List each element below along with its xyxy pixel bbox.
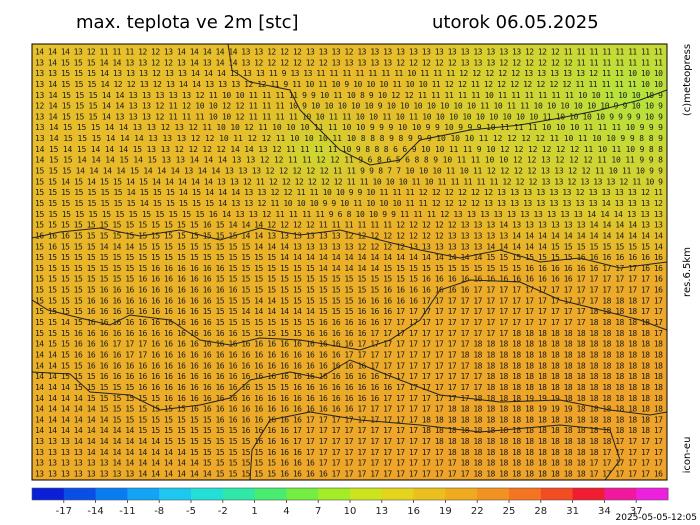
border-line	[32, 279, 667, 351]
border-line	[32, 359, 667, 416]
grid-row: 14 14 14 14 14 14 15 15 15 15 15 15 15 1…	[35, 415, 663, 424]
grid-row: 14 14 15 16 16 16 16 17 17 16 16 16 16 1…	[35, 350, 663, 359]
colorbar-segment	[95, 488, 128, 500]
colorbar-segment	[381, 488, 415, 500]
grid-row: 13 14 15 15 15 14 12 12 13 12 13 14 14 1…	[35, 80, 663, 89]
grid-row: 14 14 15 15 16 16 16 16 16 16 16 16 16 1…	[35, 361, 663, 370]
map-frame	[31, 43, 668, 481]
colorbar-segment	[127, 488, 160, 500]
colorbar-tick-label: 28	[534, 506, 547, 517]
colorbar-segment	[445, 488, 478, 500]
colorbar-tick-label: 1	[251, 506, 257, 517]
colorbar-segment	[572, 488, 605, 500]
grid-row: 15 15 15 15 15 15 15 15 15 15 15 15 15 1…	[35, 210, 663, 219]
grid-row: 15 15 15 15 16 16 16 16 16 16 16 16 16 1…	[35, 296, 663, 305]
grid-row: 14 14 14 15 15 15 15 15 16 16 16 16 16 1…	[35, 383, 663, 392]
grid-row: 15 15 15 15 15 15 15 15 15 15 15 15 15 1…	[35, 221, 663, 230]
map-date: utorok 06.05.2025	[432, 12, 599, 33]
grid-row: 13 13 13 13 14 14 14 14 14 14 14 14 15 1…	[35, 448, 663, 457]
map-title: max. teplota ve 2m [stc]	[76, 12, 299, 33]
copyright-label: (c)meteopress	[682, 44, 693, 116]
model-label: icon-eu	[682, 437, 693, 474]
grid-row: 13 14 15 15 15 14 14 13 13 12 12 13 14 1…	[35, 58, 663, 67]
colorbar-segment	[636, 488, 669, 500]
colorbar-segment	[604, 488, 637, 500]
grid-row: 15 15 15 15 15 15 15 15 16 16 16 16 16 1…	[35, 275, 663, 284]
grid-row: 15 15 15 15 16 16 16 16 16 16 16 16 16 1…	[35, 307, 663, 316]
colorbar-segment	[477, 488, 510, 500]
grid-row: 14 15 15 14 14 14 15 14 15 13 13 14 14 1…	[35, 156, 663, 165]
grid-row: 15 15 15 15 15 15 15 15 15 16 16 16 16 1…	[35, 264, 663, 273]
grid-row: 14 14 14 14 15 15 15 15 15 15 16 16 16 1…	[35, 394, 663, 403]
colorbar-tick-label: -5	[186, 506, 196, 517]
grid-row: 13 14 15 15 15 14 13 13 13 12 11 11 11 1…	[35, 112, 663, 121]
grid-row: 15 15 15 15 15 15 15 15 15 15 15 15 15 1…	[35, 253, 663, 262]
grid-row: 15 15 15 15 15 15 15 15 14 15 15 15 15 1…	[35, 199, 663, 208]
grid-row: 15 15 14 15 14 15 15 14 15 14 14 14 14 1…	[35, 177, 663, 186]
grid-row: 14 14 14 14 14 15 15 15 15 15 15 15 16 1…	[35, 405, 663, 414]
colorbar-segment	[350, 488, 383, 500]
colorbar-tick-label: 16	[407, 506, 420, 517]
colorbar-tick-label: 13	[375, 506, 388, 517]
colorbar: -17 -14 -11 -8 -5 -2 1 4 7 10 13 16 19 22 25 28 31 34 37	[31, 487, 669, 517]
colorbar-tick-label: -14	[87, 506, 103, 517]
resolution-label: res.6.5km	[682, 247, 693, 297]
grid-row: 14 15 15 16 16 16 17 17 17 16 16 16 16 1…	[35, 340, 663, 349]
map-area: 14 14 14 13 12 11 11 11 12 12 13 14 14 1…	[32, 44, 667, 480]
grid-row: 13 13 13 13 13 13 14 14 14 14 14 14 14 1…	[35, 459, 663, 468]
colorbar-tick-label: 19	[439, 506, 452, 517]
border-line	[249, 411, 621, 480]
colorbar-segment	[286, 488, 319, 500]
colorbar-segment	[191, 488, 224, 500]
colorbar-segment	[509, 488, 542, 500]
grid-row: 13 14 15 15 15 14 14 14 13 13 13 12 12 1…	[35, 134, 663, 143]
grid-row: 16 16 16 15 15 15 15 15 15 15 15 15 15 1…	[35, 231, 663, 240]
colorbar-tick-label: 22	[471, 506, 484, 517]
colorbar-segment	[413, 488, 446, 500]
grid-row: 13 13 13 13 13 13 13 13 14 14 14 14 14 1…	[35, 470, 663, 479]
colorbar-segment	[63, 488, 97, 500]
colorbar-tick-label: -11	[119, 506, 135, 517]
colorbar-tick-label: 10	[344, 506, 357, 517]
colorbar-tick-label: 7	[315, 506, 321, 517]
colorbar-segment	[540, 488, 574, 500]
grid-row: 15 15 14 15 16 16 16 16 16 16 16 16 16 1…	[35, 318, 663, 327]
grid-row: 13 14 15 15 15 14 14 13 13 13 13 13 12 1…	[35, 91, 663, 100]
colorbar-tick-label: 37	[630, 506, 643, 517]
grid-row: 13 14 15 15 15 14 14 13 13 12 13 12 11 1…	[35, 123, 663, 132]
colorbar-tick-label: 4	[283, 506, 289, 517]
border-line	[32, 227, 667, 269]
grid-row: 13 13 13 14 14 14 14 14 14 14 15 15 15 1…	[35, 437, 663, 446]
grid-row: 15 15 15 16 16 16 16 16 16 16 16 16 16 1…	[35, 329, 663, 338]
colorbar-segment	[32, 488, 65, 500]
grid-row: 15 15 15 15 15 15 15 14 15 15 15 14 15 1…	[35, 188, 663, 197]
colorbar-tick-label: -8	[154, 506, 164, 517]
colorbar-tick-label: 34	[598, 506, 611, 517]
map-cool-zone	[32, 44, 667, 480]
grid-row: 13 13 15 15 15 14 13 13 13 12 13 13 14 1…	[35, 69, 663, 78]
border-line	[227, 44, 667, 166]
colorbar-tick-label: -17	[56, 506, 72, 517]
colorbar-segment	[318, 488, 351, 500]
colorbar-segment	[222, 488, 256, 500]
grid-row: 14 14 15 15 15 16 16 16 16 16 16 16 16 1…	[35, 372, 663, 381]
grid-row: 14 15 14 15 14 14 14 15 13 13 12 12 12 1…	[35, 145, 663, 154]
grid-row: 14 14 14 14 14 14 14 14 15 15 15 15 15 1…	[35, 426, 663, 435]
colorbar-tick-label: -2	[218, 506, 228, 517]
grid-row: 14 14 14 13 12 11 11 11 12 12 13 14 14 1…	[35, 48, 663, 57]
timestamp: 2025-05-05-12:05	[616, 513, 698, 523]
grid-row: 15 15 15 14 14 14 14 15 14 14 14 13 14 1…	[35, 167, 663, 176]
grid-row: 12 14 15 15 15 14 14 13 13 12 11 12 10 1…	[35, 102, 663, 111]
grid-row: 15 15 15 15 15 16 16 16 16 16 16 16 16 1…	[35, 286, 663, 295]
grid-row: 15 16 15 15 15 14 14 14 15 15 15 15 15 1…	[35, 242, 663, 251]
colorbar-tick-label: 31	[566, 506, 579, 517]
colorbar-segment	[159, 488, 192, 500]
colorbar-segment	[254, 488, 287, 500]
value-grid: 14 14 14 13 12 11 11 11 12 12 13 14 14 1…	[35, 48, 663, 479]
colorbar-tick-label: 25	[503, 506, 516, 517]
